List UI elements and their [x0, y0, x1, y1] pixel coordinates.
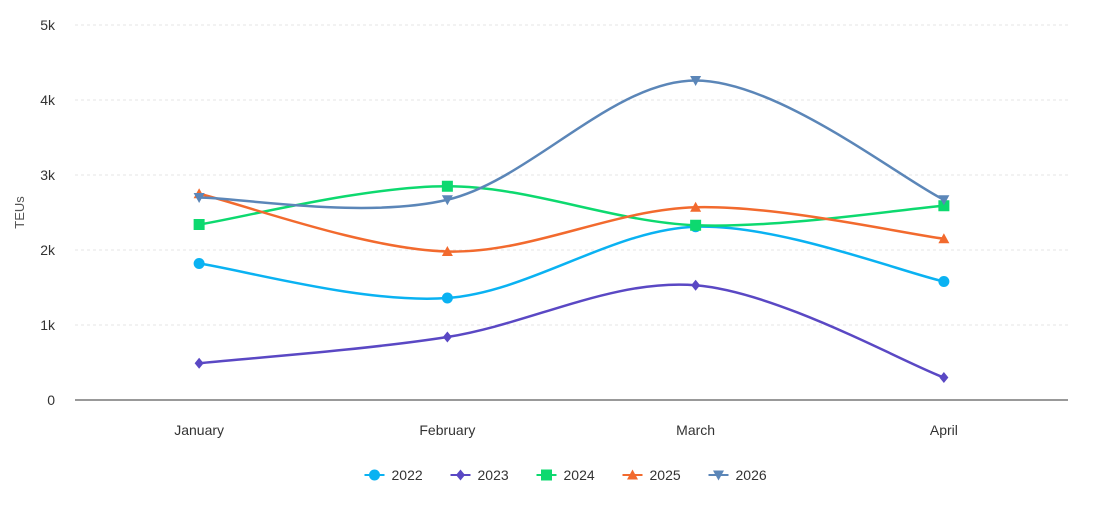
- legend-marker: [541, 469, 552, 481]
- data-point: [193, 219, 205, 230]
- legend-marker: [456, 469, 465, 481]
- data-point: [194, 357, 204, 369]
- series-line: [198, 283, 945, 379]
- x-tick-label: February: [419, 422, 475, 438]
- y-tick-label: 1k: [40, 317, 56, 333]
- legend: 2022 2023 2024 2025 2026: [364, 467, 767, 483]
- series-line: [198, 192, 945, 253]
- axis-layer: 0 1k 2k 3k 4k 5k January February March April TEUs: [12, 17, 1068, 438]
- series-2026: [193, 76, 950, 210]
- legend-marker: [369, 469, 380, 481]
- series-line: [198, 184, 944, 227]
- x-tick-label: January: [174, 422, 224, 438]
- legend-label: 2023: [478, 467, 509, 483]
- series-2023: [194, 279, 949, 383]
- grid-layer: [75, 24, 1068, 326]
- series-layer: [193, 76, 950, 383]
- y-tick-label: 5k: [40, 17, 56, 33]
- legend-marker: [713, 470, 724, 481]
- legend-item-2022[interactable]: 2022: [364, 467, 423, 483]
- data-point: [441, 246, 453, 256]
- series-line: [198, 225, 945, 300]
- y-tick-label: 0: [47, 392, 55, 408]
- data-point: [690, 76, 702, 86]
- legend-item-2024[interactable]: 2024: [536, 467, 595, 483]
- series-line: [199, 79, 945, 210]
- legend-label: 2024: [564, 467, 595, 483]
- data-point: [690, 219, 702, 231]
- x-tick-label: March: [676, 422, 715, 438]
- y-tick-label: 2k: [40, 242, 56, 258]
- data-point: [938, 276, 950, 287]
- series-2024: [193, 180, 950, 231]
- data-point: [441, 195, 453, 206]
- y-axis-title: TEUs: [12, 196, 27, 229]
- data-point: [939, 372, 949, 383]
- legend-item-2025[interactable]: 2025: [622, 467, 681, 483]
- data-point: [691, 279, 701, 291]
- data-point: [193, 193, 205, 203]
- y-tick-label: 3k: [40, 167, 56, 183]
- series-2025: [193, 188, 950, 256]
- legend-marker: [627, 469, 638, 480]
- data-point: [441, 292, 453, 304]
- legend-item-2023[interactable]: 2023: [450, 467, 509, 483]
- legend-label: 2025: [650, 467, 681, 483]
- data-point: [441, 180, 453, 192]
- legend-item-2026[interactable]: 2026: [708, 467, 767, 483]
- data-point: [442, 331, 452, 343]
- data-point: [938, 200, 950, 212]
- data-point: [193, 258, 205, 269]
- series-2022: [193, 221, 950, 304]
- data-point: [938, 195, 950, 206]
- x-tick-label: April: [930, 422, 958, 438]
- y-tick-label: 4k: [40, 92, 56, 108]
- legend-label: 2026: [736, 467, 767, 483]
- data-point: [938, 233, 950, 244]
- legend-label: 2022: [392, 467, 423, 483]
- data-point: [690, 201, 702, 212]
